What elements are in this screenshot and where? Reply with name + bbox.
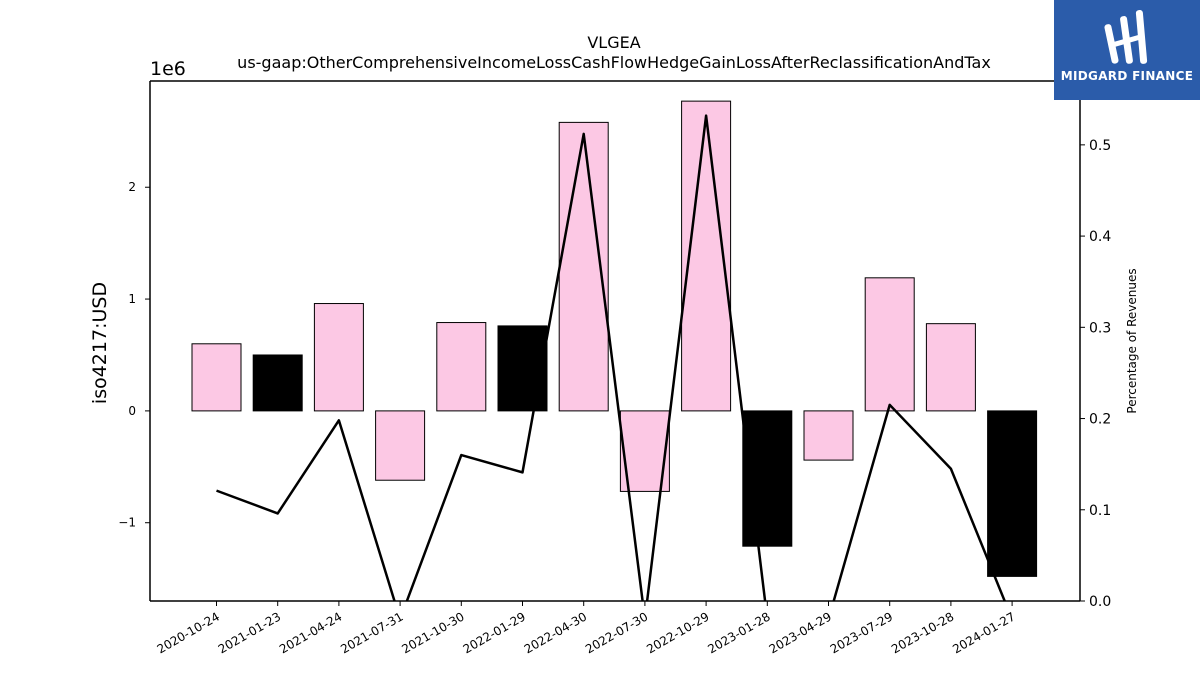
y2-tick-label: 0.4 — [1089, 229, 1111, 245]
x-tick-label: 2023-01-28 — [705, 609, 772, 656]
bar-2022-01-29 — [497, 325, 548, 412]
bar-2023-10-28 — [925, 323, 976, 412]
x-tick-label: 2023-04-29 — [767, 609, 834, 656]
bar-2023-07-29 — [864, 277, 915, 412]
x-tick-label: 2021-01-23 — [216, 609, 283, 656]
bar-2021-01-23 — [252, 354, 303, 412]
chart-subtitle: us-gaap:OtherComprehensiveIncomeLossCash… — [237, 53, 991, 72]
y-tick-label: 0 — [128, 404, 136, 418]
revenue-percentage-line — [216, 114, 1007, 601]
y-tick-label: −1 — [118, 516, 136, 530]
y2-tick-label: 0.0 — [1089, 594, 1111, 610]
y2-axis-label: Percentage of Revenues — [1125, 268, 1139, 413]
x-tick-label: 2021-04-24 — [277, 609, 344, 656]
y2-tick-label: 0.1 — [1089, 503, 1111, 519]
x-tick-label: 2023-10-28 — [889, 609, 956, 656]
bar-2023-04-29 — [803, 410, 854, 461]
x-tick-label: 2022-07-30 — [583, 609, 650, 656]
x-tick-label: 2020-10-24 — [155, 609, 222, 656]
y-tick-label: 2 — [128, 180, 136, 194]
bar-2020-10-24 — [191, 343, 242, 412]
y-tick-label: 1 — [128, 292, 136, 306]
bar-2021-10-30 — [436, 322, 487, 412]
x-tick-label: 2023-07-29 — [828, 609, 895, 656]
y2-tick-label: 0.2 — [1089, 412, 1111, 428]
midgard-finance-logo: MIDGARD FINANCE — [1054, 0, 1200, 100]
y-offset-label: 1e6 — [150, 58, 186, 80]
bar-2021-04-24 — [313, 303, 364, 412]
y2-tick-label: 0.3 — [1089, 320, 1111, 336]
y-axis-label: iso4217:USD — [89, 282, 111, 404]
x-tick-label: 2021-07-31 — [338, 609, 405, 656]
x-tick-label: 2022-01-29 — [461, 609, 528, 656]
bar-2024-01-27 — [987, 410, 1038, 577]
logo-text: MIDGARD FINANCE — [1060, 69, 1194, 83]
bar-2021-07-31 — [375, 410, 426, 481]
midgard-logo-icon — [1104, 10, 1148, 64]
x-tick-label: 2022-04-30 — [522, 609, 589, 656]
y2-tick-label: 0.5 — [1089, 138, 1111, 154]
chart-title: VLGEA — [587, 33, 640, 52]
x-tick-label: 2021-10-30 — [399, 609, 466, 656]
x-tick-label: 2024-01-27 — [950, 609, 1017, 656]
x-tick-label: 2022-10-29 — [644, 609, 711, 656]
